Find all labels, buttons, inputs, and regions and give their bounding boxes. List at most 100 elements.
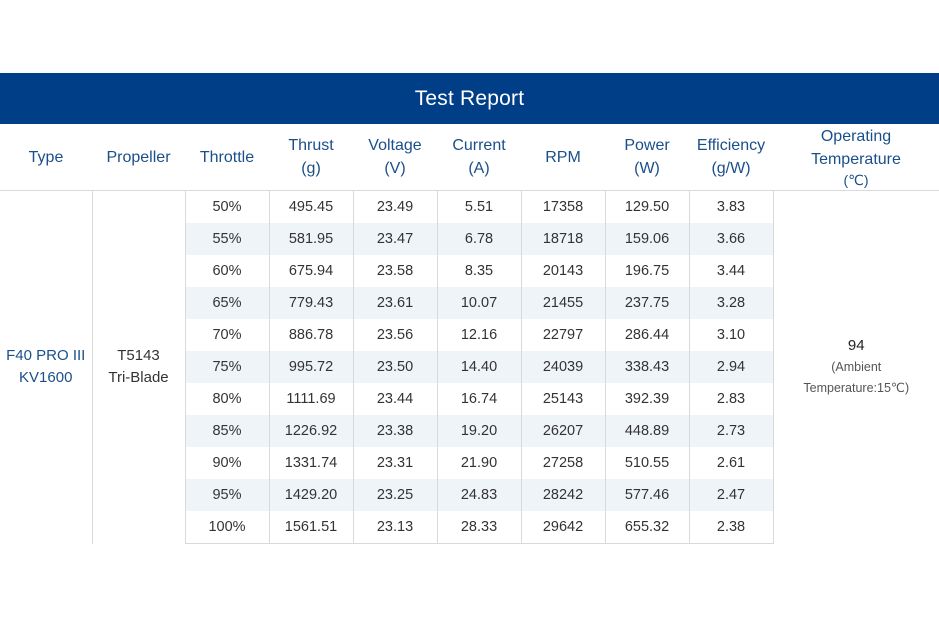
efficiency-cell: 2.61	[689, 447, 774, 479]
header-voltage: Voltage (V)	[353, 124, 437, 191]
header-current-label: Current	[452, 137, 506, 154]
rpm-cell: 17358	[521, 190, 606, 223]
current-cell: 21.90	[437, 447, 522, 479]
header-propeller: Propeller	[92, 124, 185, 191]
table-row: 100% 1561.51 23.13 28.33 29642 655.32 2.38	[0, 511, 939, 544]
rpm-cell: 29642	[521, 511, 606, 544]
rpm-cell: 22797	[521, 319, 606, 351]
thrust-cell: 1226.92	[269, 415, 354, 447]
efficiency-cell: 3.44	[689, 255, 774, 287]
voltage-cell: 23.44	[353, 383, 438, 415]
table-row: 55% 581.95 23.47 6.78 18718 159.06 3.66	[0, 223, 939, 255]
current-cell: 6.78	[437, 223, 522, 255]
header-thrust-label: Thrust	[288, 137, 334, 154]
throttle-cell: 65%	[185, 287, 270, 319]
table-row: 65% 779.43 23.61 10.07 21455 237.75 3.28	[0, 287, 939, 319]
propeller-cell: T5143 Tri-Blade	[91, 190, 186, 544]
header-rpm: RPM	[521, 124, 605, 191]
thrust-cell: 886.78	[269, 319, 354, 351]
voltage-cell: 23.61	[353, 287, 438, 319]
header-temperature: Operating Temperature (℃)	[773, 124, 939, 191]
rpm-cell: 21455	[521, 287, 606, 319]
rpm-cell: 20143	[521, 255, 606, 287]
throttle-cell: 60%	[185, 255, 270, 287]
power-cell: 510.55	[605, 447, 690, 479]
thrust-cell: 581.95	[269, 223, 354, 255]
power-cell: 196.75	[605, 255, 690, 287]
voltage-cell: 23.49	[353, 190, 438, 223]
table-row: F40 PRO III KV1600 T5143 Tri-Blade 50% 495.45…	[0, 190, 939, 544]
voltage-cell: 23.56	[353, 319, 438, 351]
table-row: 80% 1111.69 23.44 16.74 25143 392.39 2.83	[0, 383, 939, 415]
header-temperature-unit: (℃)	[843, 172, 869, 188]
motor-type-cell: F40 PRO III KV1600	[0, 190, 93, 544]
table-row: 60% 675.94 23.58 8.35 20143 196.75 3.44	[0, 255, 939, 287]
table-row: 85% 1226.92 23.38 19.20 26207 448.89 2.73	[0, 415, 939, 447]
test-report-table: Type Propeller Throttle Thrust (g) Volta…	[0, 124, 939, 544]
current-cell: 14.40	[437, 351, 522, 383]
voltage-cell: 23.50	[353, 351, 438, 383]
efficiency-cell: 3.66	[689, 223, 774, 255]
thrust-cell: 1429.20	[269, 479, 354, 511]
voltage-cell: 23.58	[353, 255, 438, 287]
current-cell: 16.74	[437, 383, 522, 415]
thrust-cell: 779.43	[269, 287, 354, 319]
power-cell: 237.75	[605, 287, 690, 319]
power-cell: 338.43	[605, 351, 690, 383]
current-cell: 12.16	[437, 319, 522, 351]
power-cell: 392.39	[605, 383, 690, 415]
thrust-cell: 995.72	[269, 351, 354, 383]
header-power: Power (W)	[605, 124, 689, 191]
ambient-temperature-value: Temperature:15℃)	[803, 381, 910, 396]
thrust-cell: 495.45	[269, 190, 354, 223]
voltage-cell: 23.13	[353, 511, 438, 544]
current-cell: 19.20	[437, 415, 522, 447]
rpm-cell: 24039	[521, 351, 606, 383]
rpm-cell: 27258	[521, 447, 606, 479]
rpm-cell: 25143	[521, 383, 606, 415]
propeller-model: T5143	[117, 347, 160, 365]
table-row: 75% 995.72 23.50 14.40 24039 338.43 2.94	[0, 351, 939, 383]
voltage-cell: 23.38	[353, 415, 438, 447]
voltage-cell: 23.31	[353, 447, 438, 479]
header-power-label: Power	[624, 137, 670, 154]
header-throttle: Throttle	[185, 124, 269, 191]
temperature-value: 94	[847, 337, 865, 355]
header-efficiency-label: Efficiency	[696, 137, 766, 154]
efficiency-cell: 2.94	[689, 351, 774, 383]
current-cell: 24.83	[437, 479, 522, 511]
header-voltage-label: Voltage	[368, 137, 422, 154]
efficiency-cell: 3.10	[689, 319, 774, 351]
throttle-cell: 50%	[185, 190, 270, 223]
header-power-unit: (W)	[634, 160, 660, 177]
header-type: Type	[0, 124, 92, 191]
rpm-cell: 28242	[521, 479, 606, 511]
thrust-cell: 1331.74	[269, 447, 354, 479]
header-efficiency-unit: (g/W)	[711, 160, 751, 177]
table-row: 95% 1429.20 23.25 24.83 28242 577.46 2.47	[0, 479, 939, 511]
power-cell: 129.50	[605, 190, 690, 223]
propeller-type: Tri-Blade	[108, 369, 169, 387]
efficiency-cell: 2.47	[689, 479, 774, 511]
rpm-cell: 26207	[521, 415, 606, 447]
efficiency-cell: 2.38	[689, 511, 774, 544]
current-cell: 28.33	[437, 511, 522, 544]
rpm-cell: 18718	[521, 223, 606, 255]
efficiency-cell: 2.83	[689, 383, 774, 415]
efficiency-cell: 3.83	[689, 190, 774, 223]
throttle-cell: 70%	[185, 319, 270, 351]
operating-temperature-cell: 94 (Ambient Temperature:15℃)	[773, 190, 939, 544]
current-cell: 5.51	[437, 190, 522, 223]
table-row: 70% 886.78 23.56 12.16 22797 286.44 3.10	[0, 319, 939, 351]
throttle-cell: 55%	[185, 223, 270, 255]
header-current: Current (A)	[437, 124, 521, 191]
thrust-cell: 1561.51	[269, 511, 354, 544]
ambient-temperature-note: (Ambient	[831, 360, 882, 375]
header-current-unit: (A)	[468, 160, 490, 177]
header-temperature-line2: Temperature	[811, 151, 901, 168]
table-row: 90% 1331.74 23.31 21.90 27258 510.55 2.61	[0, 447, 939, 479]
thrust-cell: 675.94	[269, 255, 354, 287]
report-title: Test Report	[0, 73, 939, 124]
power-cell: 448.89	[605, 415, 690, 447]
header-temperature-line1: Operating	[820, 128, 892, 145]
